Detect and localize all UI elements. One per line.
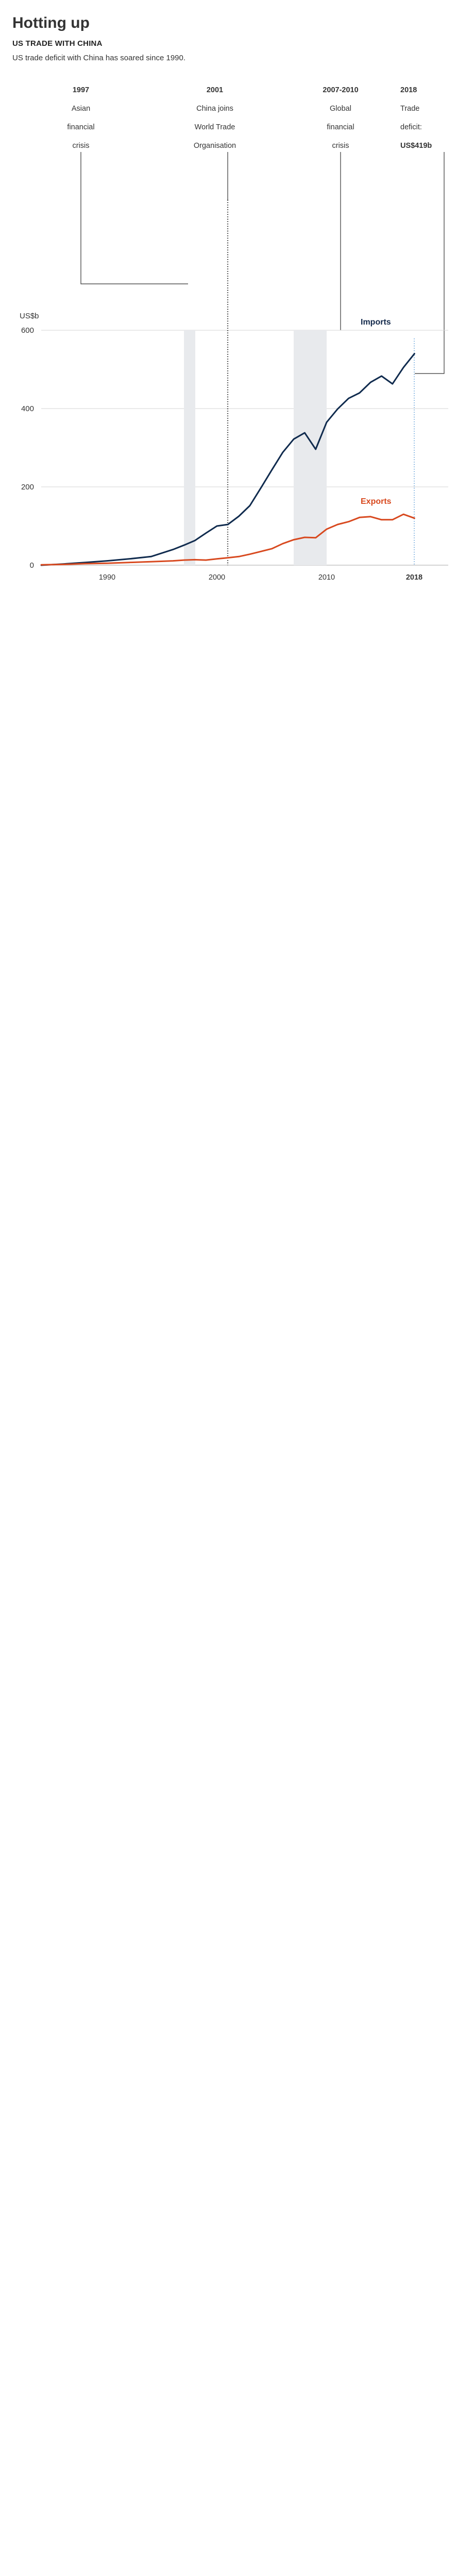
svg-text:600: 600: [21, 326, 34, 335]
svg-text:crisis: crisis: [72, 142, 89, 150]
svg-text:US$b: US$b: [20, 312, 39, 320]
svg-text:Global: Global: [330, 105, 351, 113]
svg-text:China joins: China joins: [196, 105, 233, 113]
svg-text:Trade: Trade: [400, 105, 419, 113]
svg-text:2018: 2018: [400, 86, 417, 94]
svg-text:deficit:: deficit:: [400, 123, 422, 131]
svg-text:crisis: crisis: [332, 142, 349, 150]
svg-text:Asian: Asian: [72, 105, 90, 113]
svg-text:2010: 2010: [318, 573, 335, 582]
svg-text:financial: financial: [327, 123, 354, 131]
svg-text:World Trade: World Trade: [195, 123, 235, 131]
svg-text:2007-2010: 2007-2010: [323, 86, 358, 94]
svg-text:Imports: Imports: [361, 318, 391, 327]
svg-text:1997: 1997: [73, 86, 89, 94]
svg-text:Exports: Exports: [361, 497, 392, 506]
svg-text:1990: 1990: [99, 573, 115, 582]
svg-text:2000: 2000: [209, 573, 225, 582]
svg-text:2001: 2001: [207, 86, 223, 94]
svg-text:2018: 2018: [406, 573, 422, 582]
svg-text:US$419b: US$419b: [400, 142, 432, 150]
svg-text:0: 0: [30, 561, 34, 570]
svg-text:200: 200: [21, 483, 34, 492]
svg-text:400: 400: [21, 404, 34, 413]
svg-text:financial: financial: [67, 123, 94, 131]
svg-text:Organisation: Organisation: [194, 142, 236, 150]
